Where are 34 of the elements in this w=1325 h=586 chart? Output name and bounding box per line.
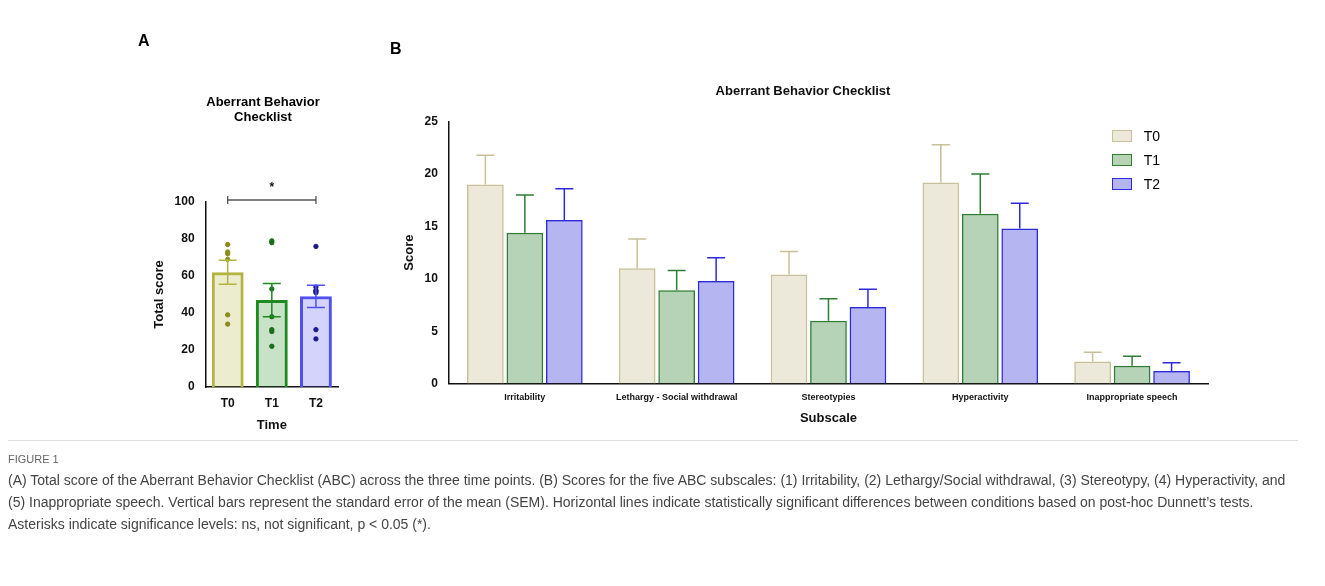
y-tick-label: 60 [181,268,195,283]
x-tick-label: Lethargy - Social withdrawal [615,392,738,403]
legend-label: T2 [1143,176,1160,192]
x-tick-label: T2 [308,395,324,410]
x-tick-label: T1 [264,395,280,410]
x-tick-label: Irritability [504,392,546,403]
y-tick-label: 40 [181,305,195,320]
y-tick-label: 20 [424,166,439,181]
text: * [269,180,275,195]
y-axis-title: Total score [151,260,167,329]
legend-label: T0 [1143,128,1160,144]
y-tick-label: 0 [431,375,439,390]
y-tick-label: 20 [181,342,195,357]
x-tick-label: Hyperactivity [952,392,1009,403]
chart-title: Aberrant Behavior Checklist [205,94,321,124]
y-axis-title: Score [401,234,417,271]
y-tick-label: 5 [431,323,439,338]
legend-label: T1 [1143,152,1160,168]
text: (A) Total score of the Aberrant Behavior Checklist (ABC) across the three time points. (B) Scores for the five ABC subscales: (1) Irritability, (2) Lethargy/Social withdrawal, (3) Stereotypy, (4) Hyperactivity, and (5) Inappropriate speech. Vertical bars represent the standard error of the mean (SEM). Horizontal lines indicate statistically significant differences between conditions based on post-hoc Dunnett’s tests. Asterisks indicate significance levels: ns, not significant, p < 0.05 (*). [8,471,1287,534]
y-tick-label: 15 [424,218,439,233]
x-axis-title: Time [256,416,287,432]
y-tick-label: 10 [424,271,439,286]
x-axis-title: Subscale [799,409,858,425]
text: A [138,32,150,50]
x-tick-label: T0 [220,395,236,410]
y-tick-label: 80 [181,231,195,246]
y-tick-label: 100 [174,194,195,209]
y-tick-label: 0 [187,379,195,394]
chart-title: Aberrant Behavior Checklist [715,83,892,99]
x-tick-label: Stereotypies [801,392,856,403]
caption: FIGURE 1 [8,453,60,465]
x-tick-label: Inappropriate speech [1086,392,1178,403]
text: B [390,40,402,58]
y-tick-label: 25 [424,113,439,128]
